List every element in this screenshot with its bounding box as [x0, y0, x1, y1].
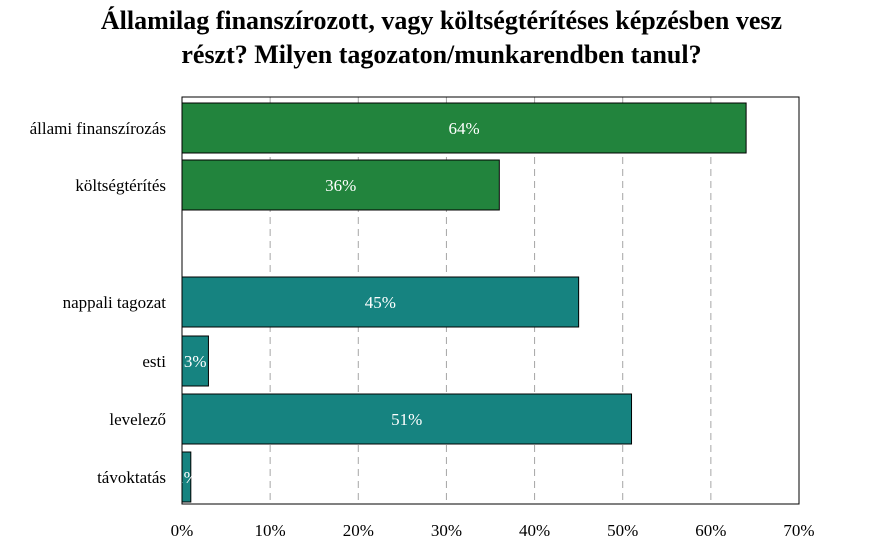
x-tick-label-50: 50% — [607, 521, 638, 540]
category-label-g0-b1: költségtérítés — [75, 176, 166, 195]
chart-title-line-2: részt? Milyen tagozaton/munkarendben tan… — [181, 40, 702, 69]
category-label-g1-b2: levelező — [109, 410, 166, 429]
x-tick-label-20: 20% — [343, 521, 374, 540]
data-label-g0-b1: 36% — [325, 176, 356, 195]
x-tick-label-30: 30% — [431, 521, 462, 540]
x-tick-label-60: 60% — [695, 521, 726, 540]
bar-g1-b1 — [181, 335, 209, 387]
bar-g1-b2 — [181, 393, 633, 445]
data-label-g1-b3: 1% — [175, 468, 198, 487]
x-tick-label-10: 10% — [255, 521, 286, 540]
category-label-g1-b3: távoktatás — [97, 468, 166, 487]
bars — [181, 102, 747, 503]
data-label-g1-b0: 45% — [365, 293, 396, 312]
x-tick-label-70: 70% — [783, 521, 814, 540]
bar-g0-b1 — [181, 159, 500, 211]
data-label-g0-b0: 64% — [448, 119, 479, 138]
category-label-g1-b0: nappali tagozat — [63, 293, 167, 312]
chart-title: Államilag finanszírozott, vagy költségté… — [0, 4, 883, 72]
labels: 0% 10% 20% 30% 40% 50% 60% 70% 64% állami finansz… — [30, 119, 815, 540]
category-label-g0-b0: állami finanszírozás — [30, 119, 166, 138]
x-tick-label-40: 40% — [519, 521, 550, 540]
data-label-g1-b2: 51% — [391, 410, 422, 429]
bar-g1-b0 — [181, 276, 580, 328]
x-tick-label-0: 0% — [171, 521, 194, 540]
category-label-g1-b1: esti — [142, 352, 166, 371]
plot-area-frame — [181, 96, 800, 505]
chart-title-line-1: Államilag finanszírozott, vagy költségté… — [100, 6, 783, 35]
data-label-g1-b1: 3% — [184, 352, 207, 371]
